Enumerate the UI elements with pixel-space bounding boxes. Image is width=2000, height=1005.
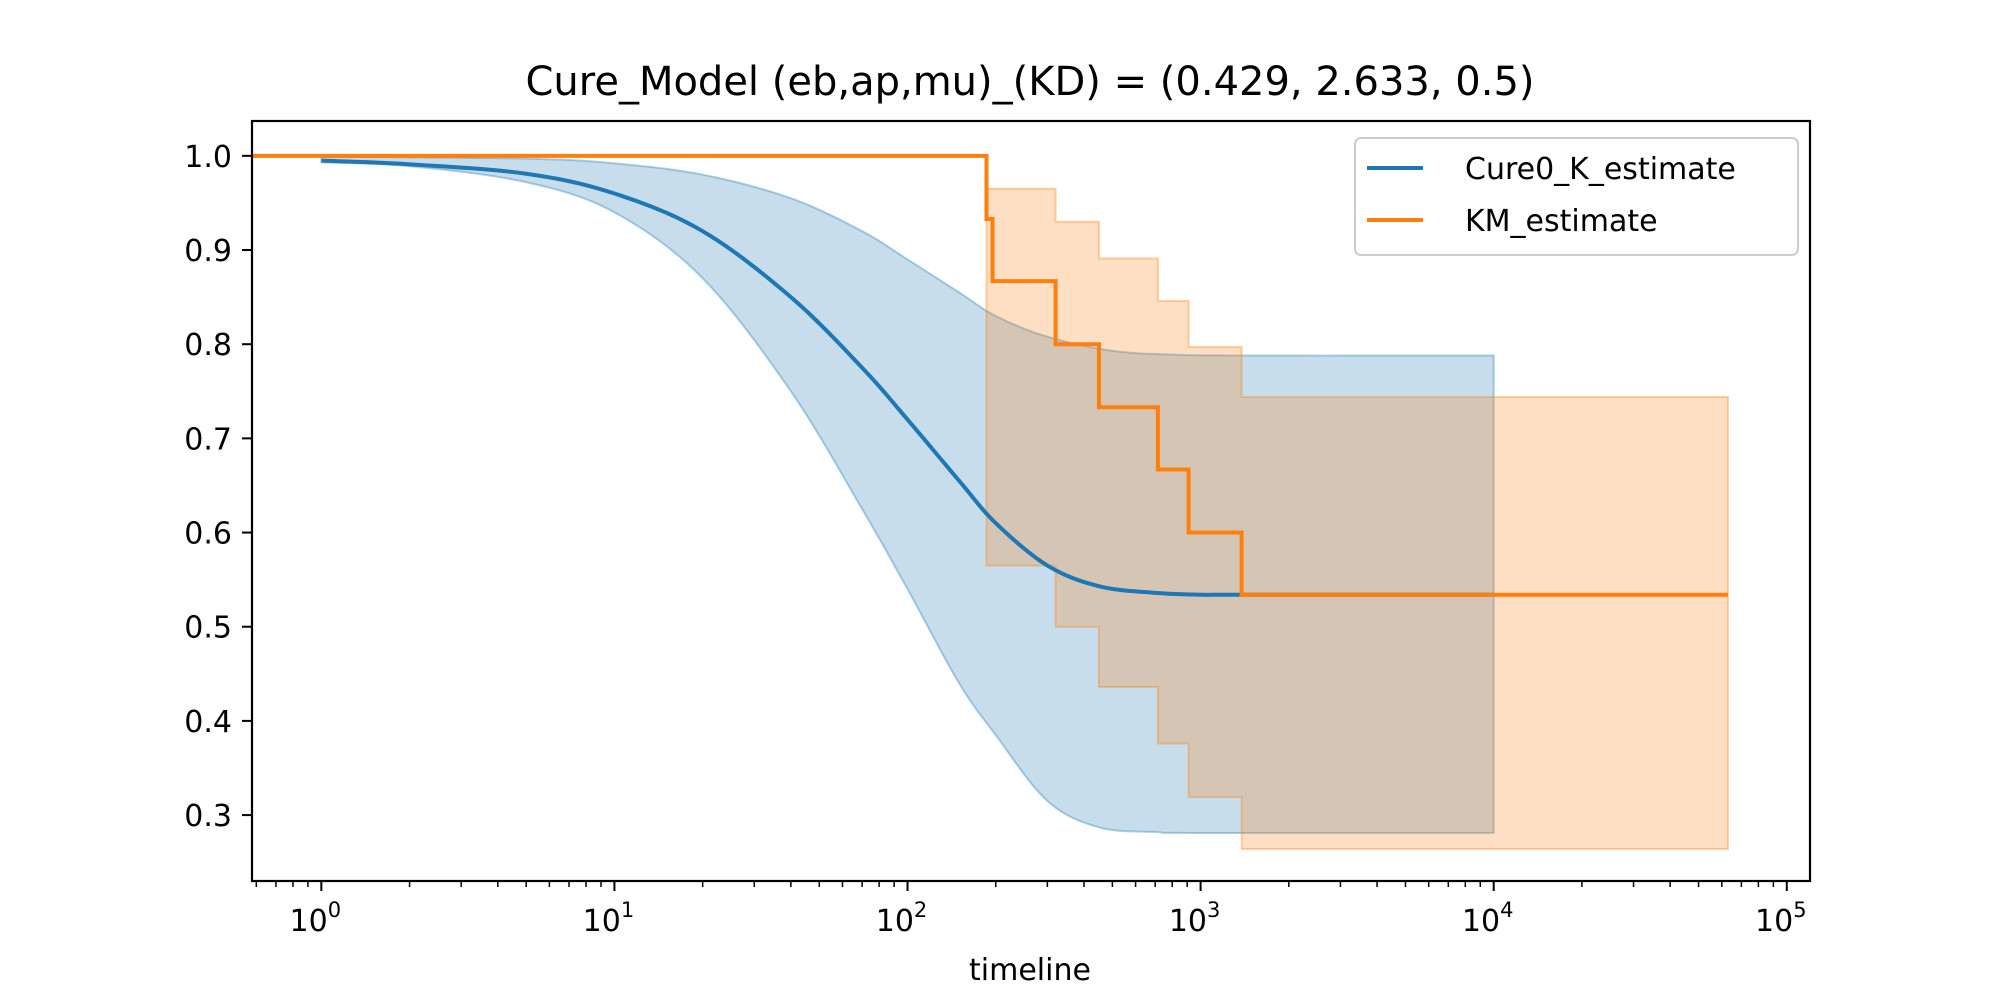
ci-band-1 <box>985 187 1729 850</box>
y-tick-label: 0.5 <box>184 611 232 646</box>
plot-frame <box>250 119 1812 883</box>
y-tick-label: 0.7 <box>184 422 232 457</box>
y-tick-label: 0.8 <box>184 328 232 363</box>
x-tick-label: 104 <box>1462 898 1514 939</box>
x-tick-label: 101 <box>583 898 635 939</box>
series-line-1 <box>252 153 1728 597</box>
ci-band-0 <box>320 155 1495 835</box>
y-tick-label: 0.3 <box>184 799 232 834</box>
legend-label: Cure0_K_estimate <box>1465 152 1736 187</box>
x-tick-label: 103 <box>1169 898 1221 939</box>
series-line-0 <box>321 158 1494 597</box>
y-tick-label: 0.9 <box>184 234 232 269</box>
legend: Cure0_K_estimate KM_estimate <box>1354 137 1799 256</box>
x-tick-label: 100 <box>290 898 342 939</box>
axes: 0.3 0.4 0.5 0.6 0.7 0.8 0.9 1.0 100 101 102 103 104 1… <box>184 119 1812 939</box>
legend-box <box>1354 137 1799 256</box>
series-lines <box>252 153 1728 597</box>
x-tick-label: 105 <box>1755 898 1807 939</box>
y-tick-label: 1.0 <box>184 140 232 175</box>
y-tick-label: 0.6 <box>184 517 232 552</box>
y-tick-label: 0.4 <box>184 705 232 740</box>
confidence-bands <box>320 155 1729 850</box>
x-tick-label: 102 <box>876 898 928 939</box>
legend-label: KM_estimate <box>1465 204 1658 239</box>
x-axis-label: timeline <box>969 953 1091 988</box>
chart-title: Cure_Model (eb,ap,mu)_(KD) = (0.429, 2.6… <box>525 59 1534 105</box>
